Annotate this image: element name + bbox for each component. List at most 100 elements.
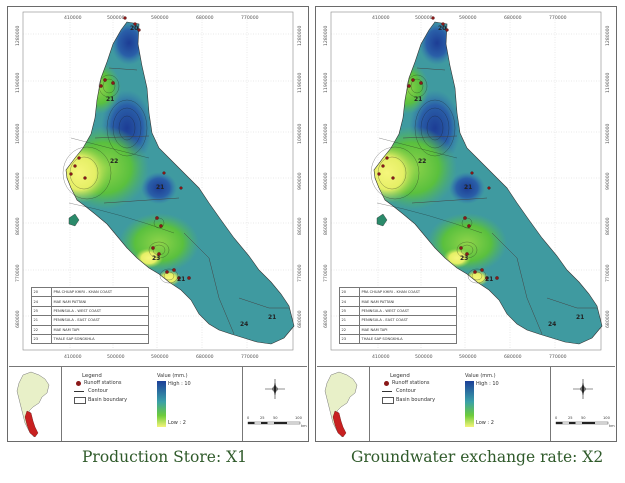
svg-text:0: 0 (555, 416, 558, 420)
table-row: 24 MAE NAM PATTANI (339, 296, 457, 307)
zone-labels: 20 21 22 21 23 21 24 21 (414, 25, 584, 328)
table-row: 23 THALE SAP SONGKHLA (339, 333, 457, 345)
scale-bar: 0 25 50 100 km (247, 416, 307, 428)
y-tick: 1090000 (323, 123, 329, 144)
table-row: 22 MAE NAM TAPI (339, 324, 457, 335)
y-tick: 770000 (15, 264, 21, 282)
zone-label: 23 (152, 255, 160, 262)
y-tick: 990000 (297, 172, 303, 190)
legend-area: Legend Runoff stations Contour Basin bou… (9, 366, 307, 441)
y-tick-labels-left: 1280000 1190000 1090000 990000 860000 77… (323, 25, 329, 328)
y-tick: 680000 (323, 310, 329, 328)
y-tick-labels-right: 1280000 1190000 1090000 990000 860000 77… (605, 25, 611, 328)
x-tick-labels-bottom: 410000 500000 590000 680000 770000 (64, 354, 259, 360)
y-tick: 770000 (605, 264, 611, 282)
legend-basin-label: Basin boundary (396, 397, 436, 403)
zone-label: 21 (464, 184, 472, 191)
x-tick: 500000 (107, 15, 125, 21)
x-tick: 770000 (549, 354, 567, 360)
caption-groundwater-exchange: Groundwater exchange rate: X2 (351, 448, 604, 466)
caption-production-store: Production Store: X1 (82, 448, 247, 466)
x-tick: 500000 (415, 15, 433, 21)
x-tick-labels-top: 410000 500000 590000 680000 770000 (372, 15, 567, 21)
zone-label: 21 (485, 276, 493, 283)
basin-boundaries (402, 67, 597, 335)
y-tick: 990000 (15, 172, 21, 190)
y-tick: 770000 (323, 264, 329, 282)
island (376, 213, 388, 227)
island (68, 213, 80, 227)
zone-label: 21 (106, 96, 114, 103)
y-tick: 680000 (15, 310, 21, 328)
value-color-ramp (465, 381, 474, 427)
runoff-stations (69, 16, 191, 280)
zone-label: 20 (130, 25, 138, 32)
y-tick-labels-left: 1280000 1190000 1090000 990000 860000 77… (15, 25, 21, 328)
north-arrow-and-scale: 0 25 50 100 km (243, 367, 307, 441)
y-tick: 1280000 (15, 25, 21, 46)
x-tick: 770000 (549, 15, 567, 21)
x-tick: 410000 (372, 15, 390, 21)
zone-label: 20 (438, 25, 446, 32)
contour-symbol (382, 391, 392, 392)
x-tick: 410000 (372, 354, 390, 360)
x-tick: 680000 (504, 15, 522, 21)
zone-label: 21 (576, 314, 584, 321)
x-tick: 680000 (196, 15, 214, 21)
legend-area: Legend Runoff stations Contour Basin bou… (317, 366, 615, 441)
zone-label: 22 (418, 158, 426, 165)
runoff-stations (377, 16, 499, 280)
value-low-label: Low : 2 (168, 420, 186, 426)
x-tick: 590000 (151, 354, 169, 360)
zone-label: 23 (460, 255, 468, 262)
value-color-ramp (157, 381, 166, 427)
basin-table: 20 PRA CHUAP KHIRI - KHAN COAST 24 MAE NAM… (339, 286, 457, 345)
x-tick: 680000 (196, 354, 214, 360)
legend-basin-label: Basin boundary (88, 397, 128, 403)
basin-table: 20 PRA CHUAP KHIRI - KHAN COAST 24 MAE NAM… (31, 286, 149, 345)
zone-labels: 20 21 22 21 23 21 24 21 (106, 25, 276, 328)
value-low-label: Low : 2 (476, 420, 494, 426)
x-tick: 770000 (241, 15, 259, 21)
compass-icon (573, 379, 593, 399)
y-tick-labels-right: 1280000 1190000 1090000 990000 860000 77… (297, 25, 303, 328)
zone-label: 21 (268, 314, 276, 321)
y-tick: 860000 (297, 217, 303, 235)
map-panel-left: 410000 500000 590000 680000 770000 41000… (7, 6, 309, 442)
legend-runoff-label: Runoff stations (84, 380, 122, 386)
table-row: 25 PENINSULA - WEST COAST (339, 305, 457, 317)
y-tick: 1090000 (297, 123, 303, 144)
table-row: 21 PENINSULA - EAST COAST (31, 315, 149, 326)
zone-label: 21 (156, 184, 164, 191)
compass-icon (265, 379, 285, 399)
value-high-label: High : 10 (168, 381, 191, 387)
y-tick: 1090000 (605, 123, 611, 144)
svg-text:25: 25 (568, 416, 573, 420)
value-title: Value (mm.) (157, 373, 188, 379)
runoff-station-symbol (384, 381, 389, 386)
table-row: 20 PRA CHUAP KHIRI - KHAN COAST (31, 286, 149, 298)
map-frame: 410000 500000 590000 680000 770000 41000… (317, 8, 615, 363)
y-tick: 860000 (323, 217, 329, 235)
zone-label: 24 (548, 321, 556, 328)
map-panel-right: 410000 500000 590000 680000 770000 41000… (315, 6, 617, 442)
x-tick: 770000 (241, 354, 259, 360)
svg-text:100: 100 (295, 416, 303, 420)
zone-label: 22 (110, 158, 118, 165)
table-row: 22 MAE NAM TAPI (31, 324, 149, 335)
basin-map: 410000 500000 590000 680000 770000 41000… (15, 11, 303, 360)
legend-contour-label: Contour (88, 388, 108, 394)
runoff-station-symbol (76, 381, 81, 386)
scale-bar: 0 25 50 100 km (555, 416, 615, 428)
x-tick: 680000 (504, 354, 522, 360)
y-tick: 1280000 (605, 25, 611, 46)
value-title: Value (mm.) (465, 373, 496, 379)
basin-boundary-symbol (74, 397, 86, 404)
zone-label: 21 (177, 276, 185, 283)
x-tick: 410000 (64, 354, 82, 360)
x-tick-labels-bottom: 410000 500000 590000 680000 770000 (372, 354, 567, 360)
legend-title: Legend (82, 373, 102, 379)
x-tick-labels-top: 410000 500000 590000 680000 770000 (64, 15, 259, 21)
legend-contour-label: Contour (396, 388, 416, 394)
zone-label: 21 (414, 96, 422, 103)
